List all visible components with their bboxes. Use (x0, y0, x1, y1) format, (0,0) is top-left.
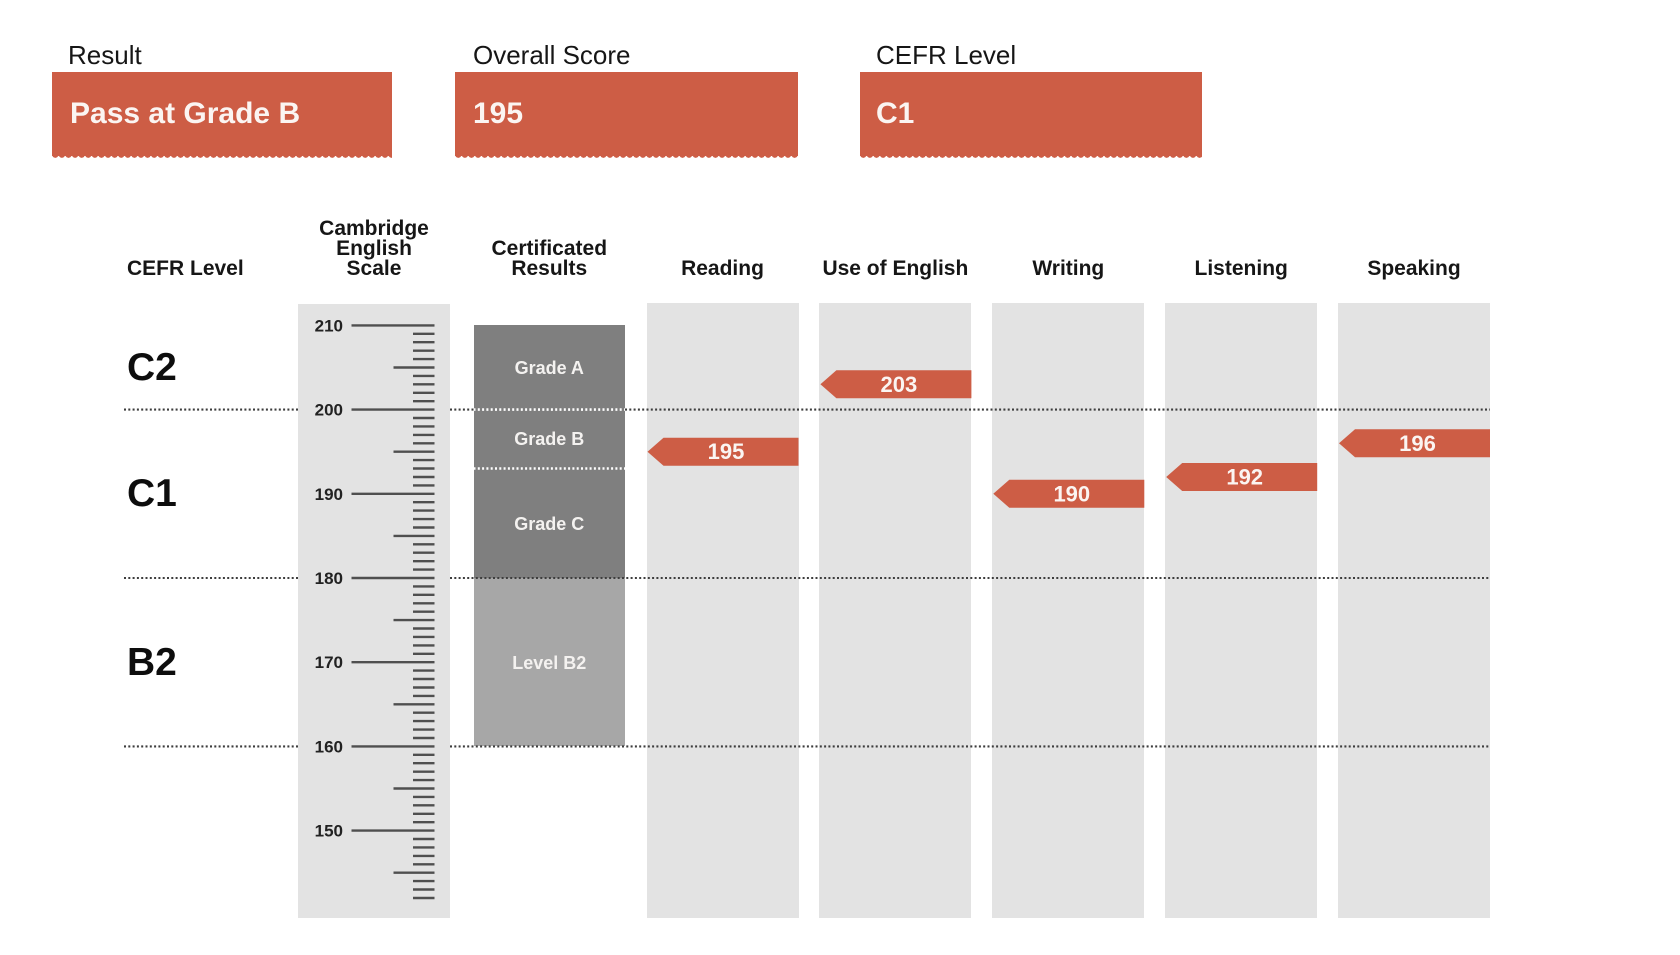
svg-text:192: 192 (1226, 465, 1263, 490)
svg-text:160: 160 (315, 737, 343, 756)
svg-text:210: 210 (315, 316, 343, 335)
svg-text:203: 203 (881, 372, 918, 397)
svg-text:190: 190 (315, 485, 343, 504)
svg-text:180: 180 (315, 569, 343, 588)
svg-text:190: 190 (1053, 481, 1090, 506)
svg-text:150: 150 (315, 822, 343, 841)
svg-text:195: 195 (708, 439, 745, 464)
svg-text:200: 200 (315, 401, 343, 420)
svg-text:196: 196 (1399, 431, 1436, 456)
svg-text:170: 170 (315, 653, 343, 672)
